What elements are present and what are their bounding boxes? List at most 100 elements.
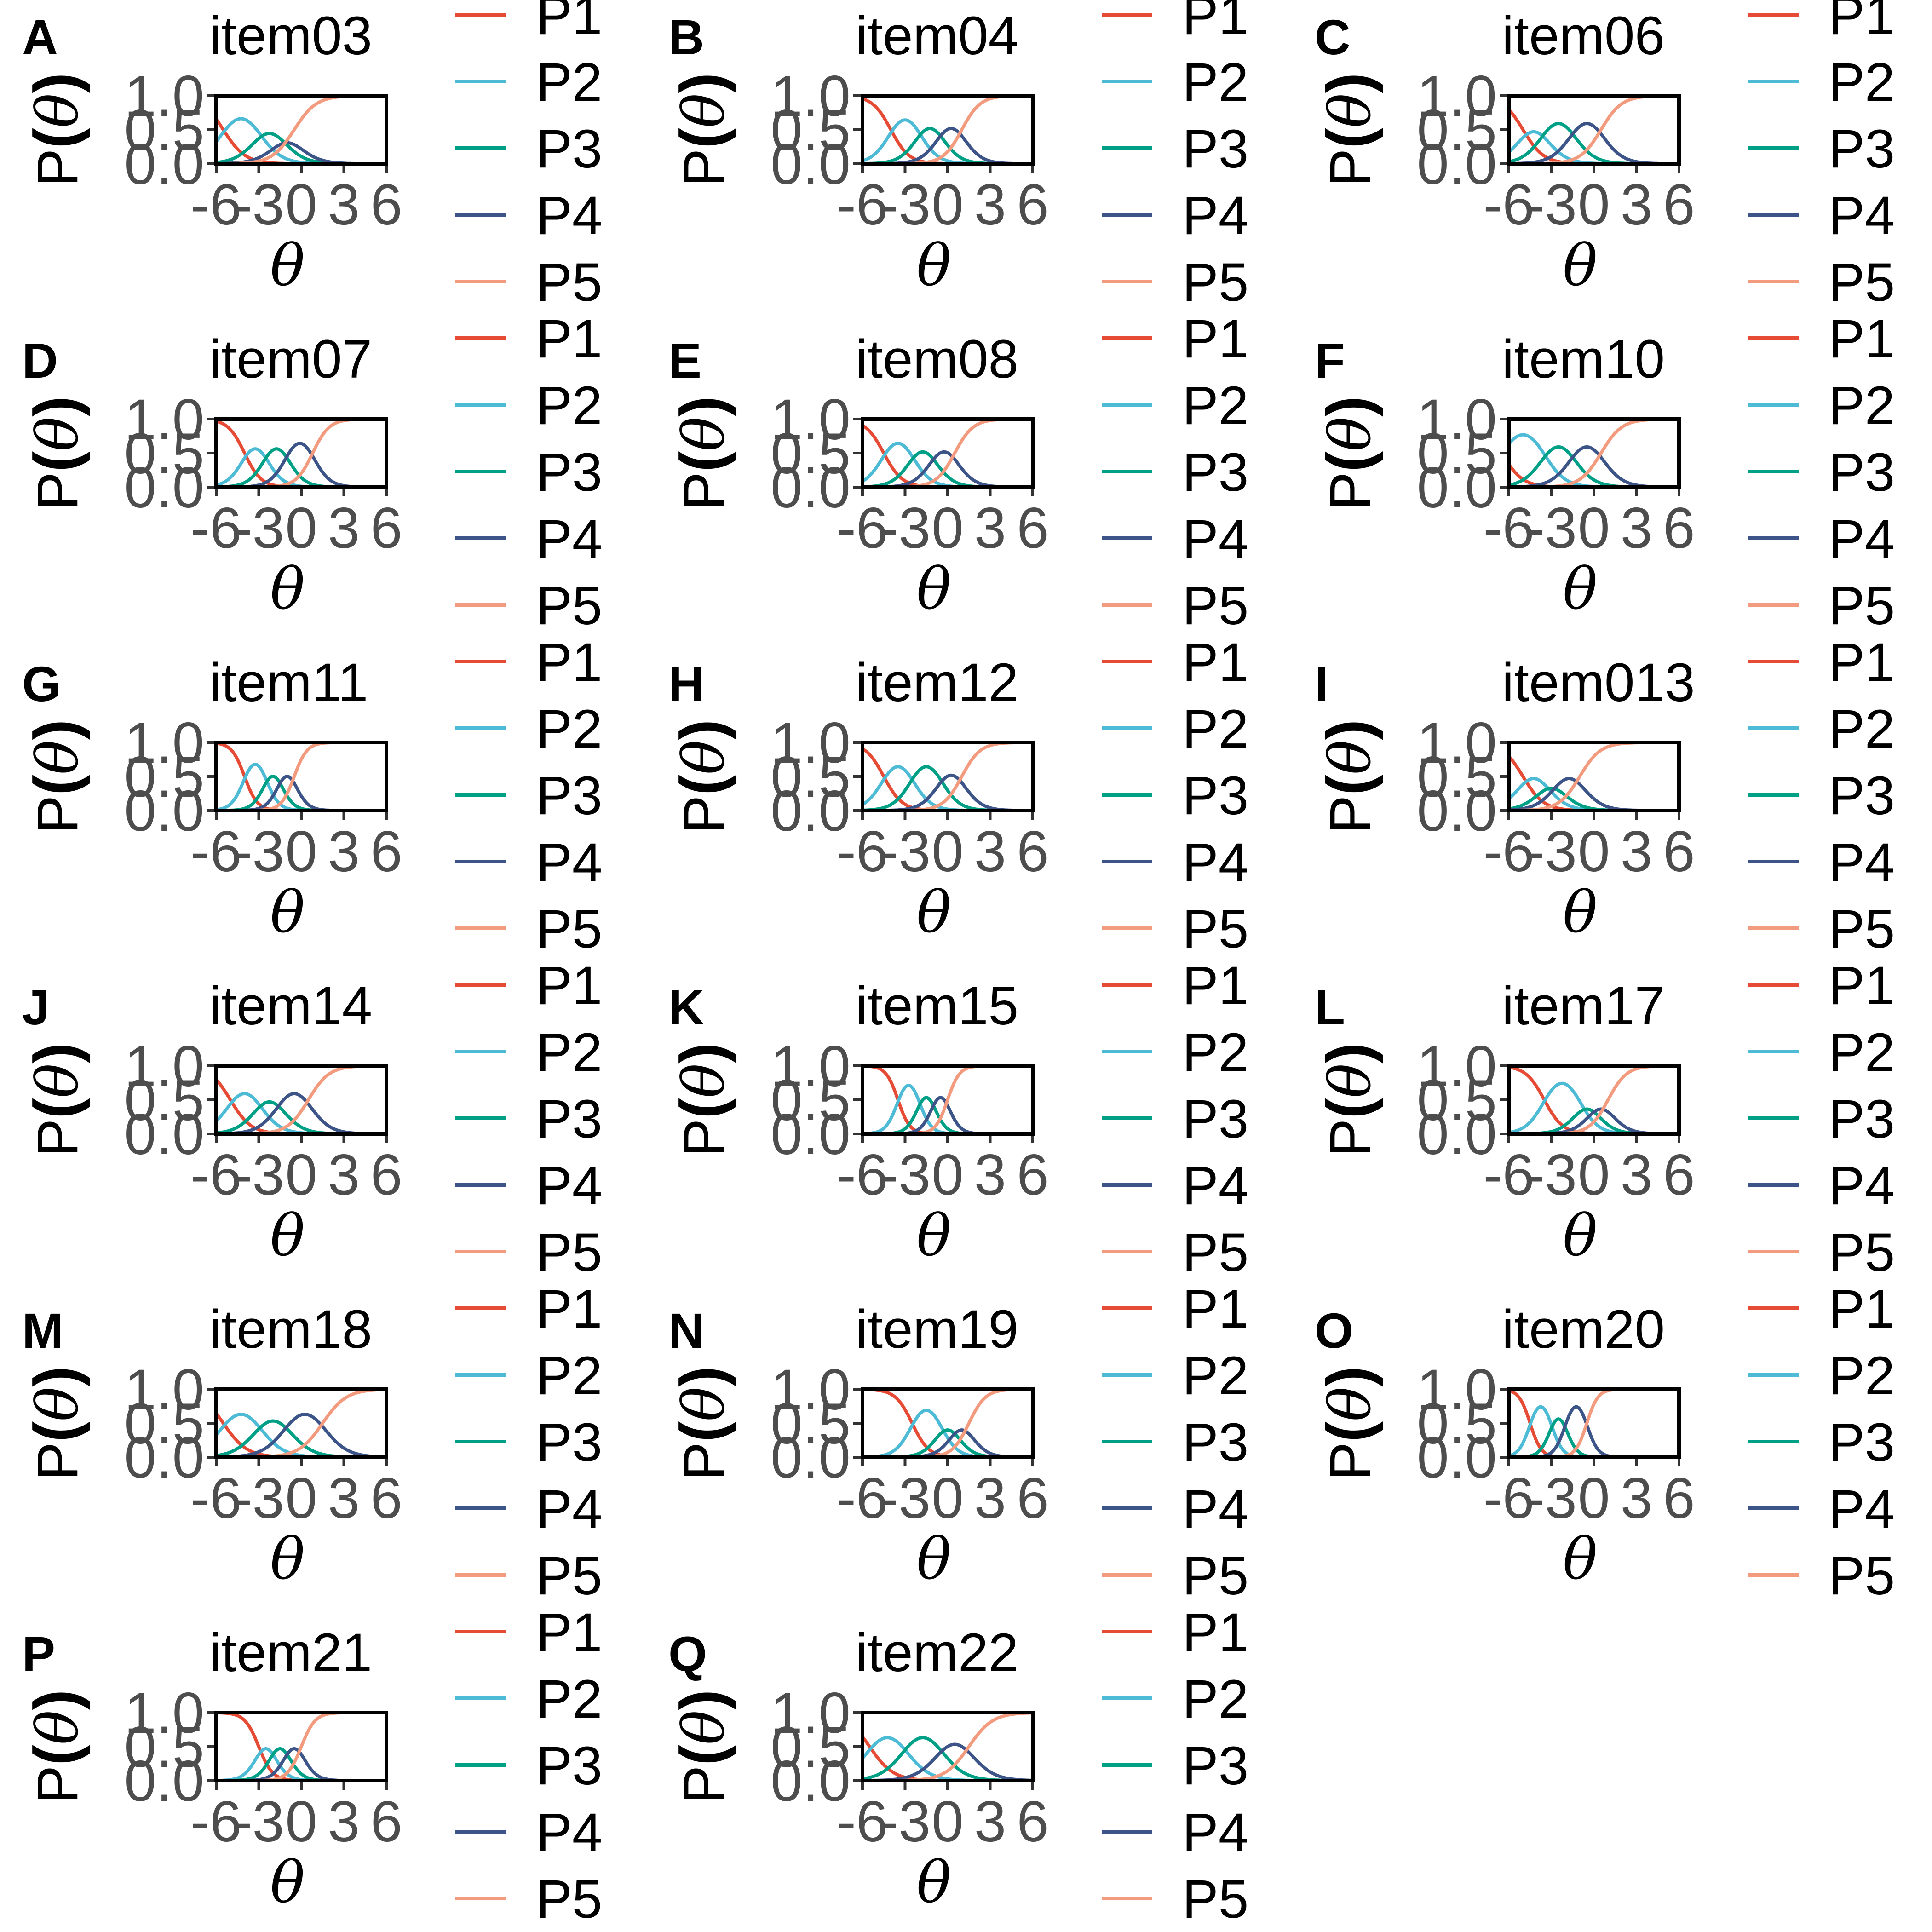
legend-label-p4: P4 — [1828, 185, 1895, 246]
y-tick-label: 0.0 — [770, 1426, 851, 1490]
curve-p1 — [216, 742, 387, 812]
x-tick-label: 6 — [1663, 1143, 1695, 1207]
x-axis-label: θ — [270, 232, 305, 299]
plot-frame — [1507, 94, 1681, 166]
x-tick-label: 3 — [328, 1790, 360, 1854]
legend-label-p5: P5 — [536, 1222, 602, 1283]
legend-label-p2: P2 — [536, 375, 602, 436]
plot-frame — [1507, 1064, 1681, 1136]
plot-frame — [861, 1387, 1035, 1459]
y-tick-label: 0.0 — [124, 1749, 204, 1813]
y-tick-label: 0.0 — [1417, 1426, 1497, 1490]
y-tick-label: 0.0 — [124, 779, 204, 843]
panel-tag: E — [668, 333, 702, 388]
y-axis-label: P(θ) — [667, 719, 737, 834]
panel-tag: A — [22, 9, 58, 65]
y-axis-label: P(θ) — [21, 396, 91, 511]
curve-p2 — [1508, 1081, 1679, 1136]
x-tick-label: 0 — [932, 173, 964, 237]
legend-label-p1: P1 — [1828, 309, 1895, 369]
legend-label-p1: P1 — [536, 0, 602, 46]
legend-label-p5: P5 — [1828, 575, 1895, 636]
x-tick-label: 3 — [974, 1790, 1006, 1854]
legend-label-p1: P1 — [536, 309, 602, 369]
legend-label-p2: P2 — [536, 699, 602, 759]
curve-p5 — [1508, 94, 1679, 166]
y-tick-label: 1.0 — [124, 1035, 204, 1098]
legend-label-p3: P3 — [1828, 765, 1895, 826]
x-axis-label: θ — [1563, 879, 1597, 946]
curve-p3 — [862, 126, 1033, 166]
x-tick-label: -6 — [190, 1143, 242, 1207]
y-tick-label: 1.0 — [770, 64, 851, 128]
legend-label-p1: P1 — [1182, 632, 1248, 693]
x-tick-label: 0 — [285, 173, 317, 237]
x-axis-label: θ — [270, 1202, 305, 1269]
legend-label-p5: P5 — [1828, 1546, 1895, 1606]
x-tick-label: 6 — [1017, 820, 1049, 884]
y-tick-label: 1.0 — [770, 388, 851, 452]
y-axis-label: P(θ) — [1314, 1043, 1384, 1157]
x-axis-label: θ — [1563, 232, 1597, 299]
legend-label-p2: P2 — [1182, 1022, 1248, 1083]
legend-label-p5: P5 — [1828, 899, 1895, 960]
y-axis-label: P(θ) — [667, 1043, 737, 1157]
y-tick-label: 0.5 — [770, 422, 851, 486]
x-tick-label: 3 — [974, 496, 1006, 560]
x-tick-label: 0 — [1578, 496, 1610, 560]
curve-p5 — [1508, 1064, 1679, 1136]
x-axis-label: θ — [270, 1849, 305, 1916]
x-tick-label: 6 — [1663, 820, 1695, 884]
legend-label-p5: P5 — [1182, 899, 1248, 960]
x-tick-label: -3 — [233, 1790, 284, 1854]
x-tick-label: -6 — [837, 496, 888, 560]
curve-p3 — [862, 1736, 1033, 1782]
curve-p5 — [1508, 1387, 1679, 1459]
legend-label-p4: P4 — [1182, 185, 1248, 246]
x-axis-label: θ — [270, 556, 305, 622]
x-axis-label: θ — [916, 1202, 951, 1269]
x-tick-label: -6 — [1483, 1143, 1534, 1207]
x-tick-label: -6 — [1483, 1466, 1534, 1530]
x-tick-label: -3 — [233, 173, 284, 237]
panel-tag: I — [1315, 656, 1328, 712]
x-axis-label: θ — [270, 879, 305, 946]
legend-label-p3: P3 — [1182, 765, 1248, 826]
legend-label-p4: P4 — [1828, 509, 1895, 569]
panel-tag: P — [22, 1626, 55, 1682]
y-tick-label: 0.0 — [770, 456, 851, 520]
y-axis-label: P(θ) — [21, 1690, 91, 1804]
x-tick-label: 0 — [1578, 820, 1610, 884]
legend-label-p5: P5 — [1828, 252, 1895, 313]
y-tick-label: 0.5 — [1417, 745, 1497, 809]
y-tick-label: 0.5 — [770, 1069, 851, 1133]
legend-label-p4: P4 — [1828, 1479, 1895, 1540]
x-tick-label: -3 — [233, 1143, 284, 1207]
legend-label-p5: P5 — [1182, 1546, 1248, 1606]
y-tick-label: 0.0 — [770, 1103, 851, 1167]
y-tick-label: 0.5 — [1417, 1392, 1497, 1456]
panel-tag: B — [668, 9, 704, 65]
x-tick-label: 0 — [932, 1466, 964, 1530]
legend-label-p2: P2 — [1828, 52, 1895, 113]
x-tick-label: 3 — [1621, 173, 1653, 237]
x-tick-label: 3 — [328, 496, 360, 560]
x-axis-label: θ — [1563, 556, 1597, 622]
plot-frame — [214, 1064, 388, 1136]
plot-frame — [214, 1387, 388, 1459]
curve-p5 — [216, 1711, 387, 1782]
legend-label-p2: P2 — [1182, 1669, 1248, 1730]
panel-tag: K — [668, 979, 704, 1035]
x-tick-label: 0 — [1578, 1143, 1610, 1207]
panel-title: item22 — [856, 1622, 1018, 1683]
legend-label-p3: P3 — [1828, 1412, 1895, 1473]
panel-tag: G — [22, 656, 61, 712]
